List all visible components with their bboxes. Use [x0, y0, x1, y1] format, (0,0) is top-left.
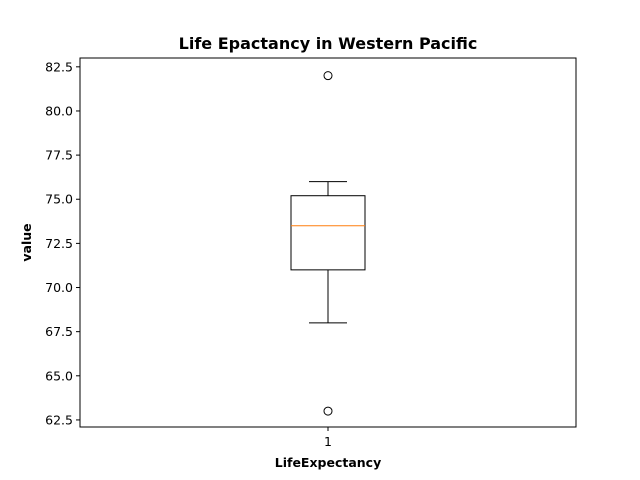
x-tick-label: 1	[324, 434, 332, 449]
y-tick-label: 70.0	[45, 280, 73, 295]
outlier-point	[323, 71, 333, 81]
y-axis: 62.5 65.0 67.5 70.0 72.5 75.0 77.5 80.0 82.5	[45, 59, 80, 427]
outlier-point	[323, 406, 333, 416]
y-axis-label: value	[19, 223, 34, 261]
y-tick-label: 75.0	[45, 192, 73, 207]
y-tick-label: 82.5	[45, 59, 73, 74]
boxplot-group	[290, 71, 366, 416]
x-axis-label: LifeExpectancy	[275, 455, 381, 470]
y-tick-label: 80.0	[45, 103, 73, 118]
y-tick-label: 62.5	[45, 412, 73, 427]
y-tick-label: 67.5	[45, 324, 73, 339]
y-tick-label: 77.5	[45, 148, 73, 163]
chart-title: Life Epactancy in Western Pacific	[179, 34, 478, 53]
plot-area-frame	[79, 57, 577, 428]
y-tick-label: 65.0	[45, 368, 73, 383]
x-axis: 1	[324, 427, 332, 449]
interquartile-box	[290, 195, 366, 271]
y-tick-label: 72.5	[45, 236, 73, 251]
